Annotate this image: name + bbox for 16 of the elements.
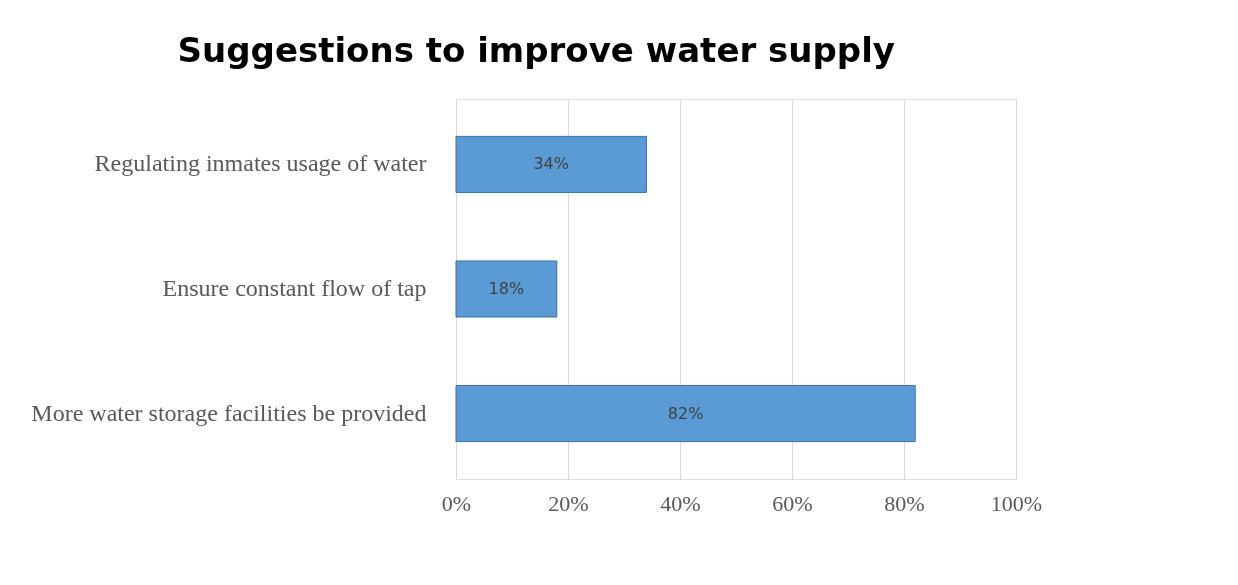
x-tick-label: 80% [884,490,925,516]
y-tick-label: Ensure constant flow of tap [162,275,427,301]
x-tick-label: 60% [772,490,813,516]
data-label: 18% [488,279,525,298]
x-tick-label: 100% [990,490,1043,516]
bar [455,385,916,443]
chart-title: Suggestions to improve water supply [177,30,895,70]
data-label: 82% [667,403,704,423]
x-tick-label: 0% [441,490,472,516]
bar [455,260,558,318]
data-label: 34% [533,154,569,174]
x-tick-label: 20% [548,490,589,516]
x-tick-label: 40% [660,490,701,516]
y-tick-label: More water storage facilities be provided [31,399,427,426]
bar [455,135,647,193]
y-tick-label: Regulating inmates usage of water [94,150,427,177]
